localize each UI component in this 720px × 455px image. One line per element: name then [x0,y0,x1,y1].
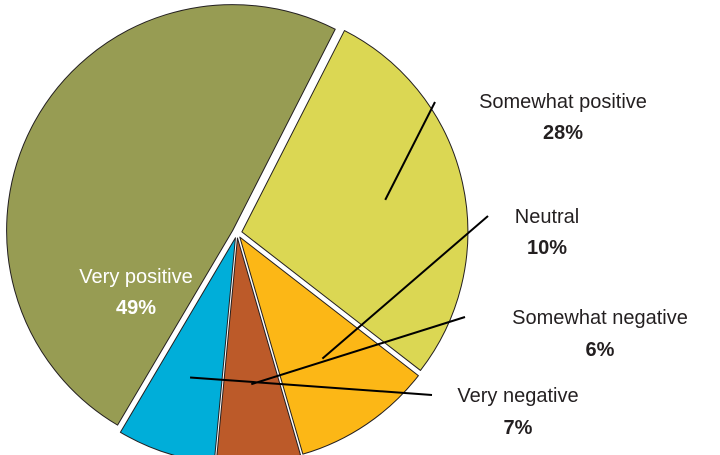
leader-line-somewhat-positive [384,101,436,201]
pie-slice-somewhat-positive [241,30,469,371]
pie-slices [6,4,469,455]
slice-value-somewhat-positive: 28% [543,122,583,144]
slice-value-neutral: 10% [527,237,567,259]
pie-slice-neutral [239,236,419,455]
leader-line-neutral [321,215,489,360]
slice-label-neutral: Neutral [515,206,579,228]
leader-lines [189,101,489,396]
slice-labels: Somewhat positive 28% Neutral 10% Somewh… [79,91,688,439]
slice-label-somewhat-positive: Somewhat positive [479,91,647,113]
pie-slice-somewhat-negative [216,237,302,455]
slice-label-very-negative: Very negative [457,385,578,407]
slice-value-very-positive: 49% [116,297,156,319]
leader-line-very-negative [189,376,433,396]
slice-label-very-positive: Very positive [79,266,192,288]
slice-value-very-negative: 7% [504,417,533,439]
slice-label-somewhat-negative: Somewhat negative [512,307,688,329]
slice-value-somewhat-negative: 6% [586,339,615,361]
pie-slice-very-positive [6,4,336,426]
pie-slice-very-negative [119,237,236,455]
leader-line-somewhat-negative [250,316,466,386]
